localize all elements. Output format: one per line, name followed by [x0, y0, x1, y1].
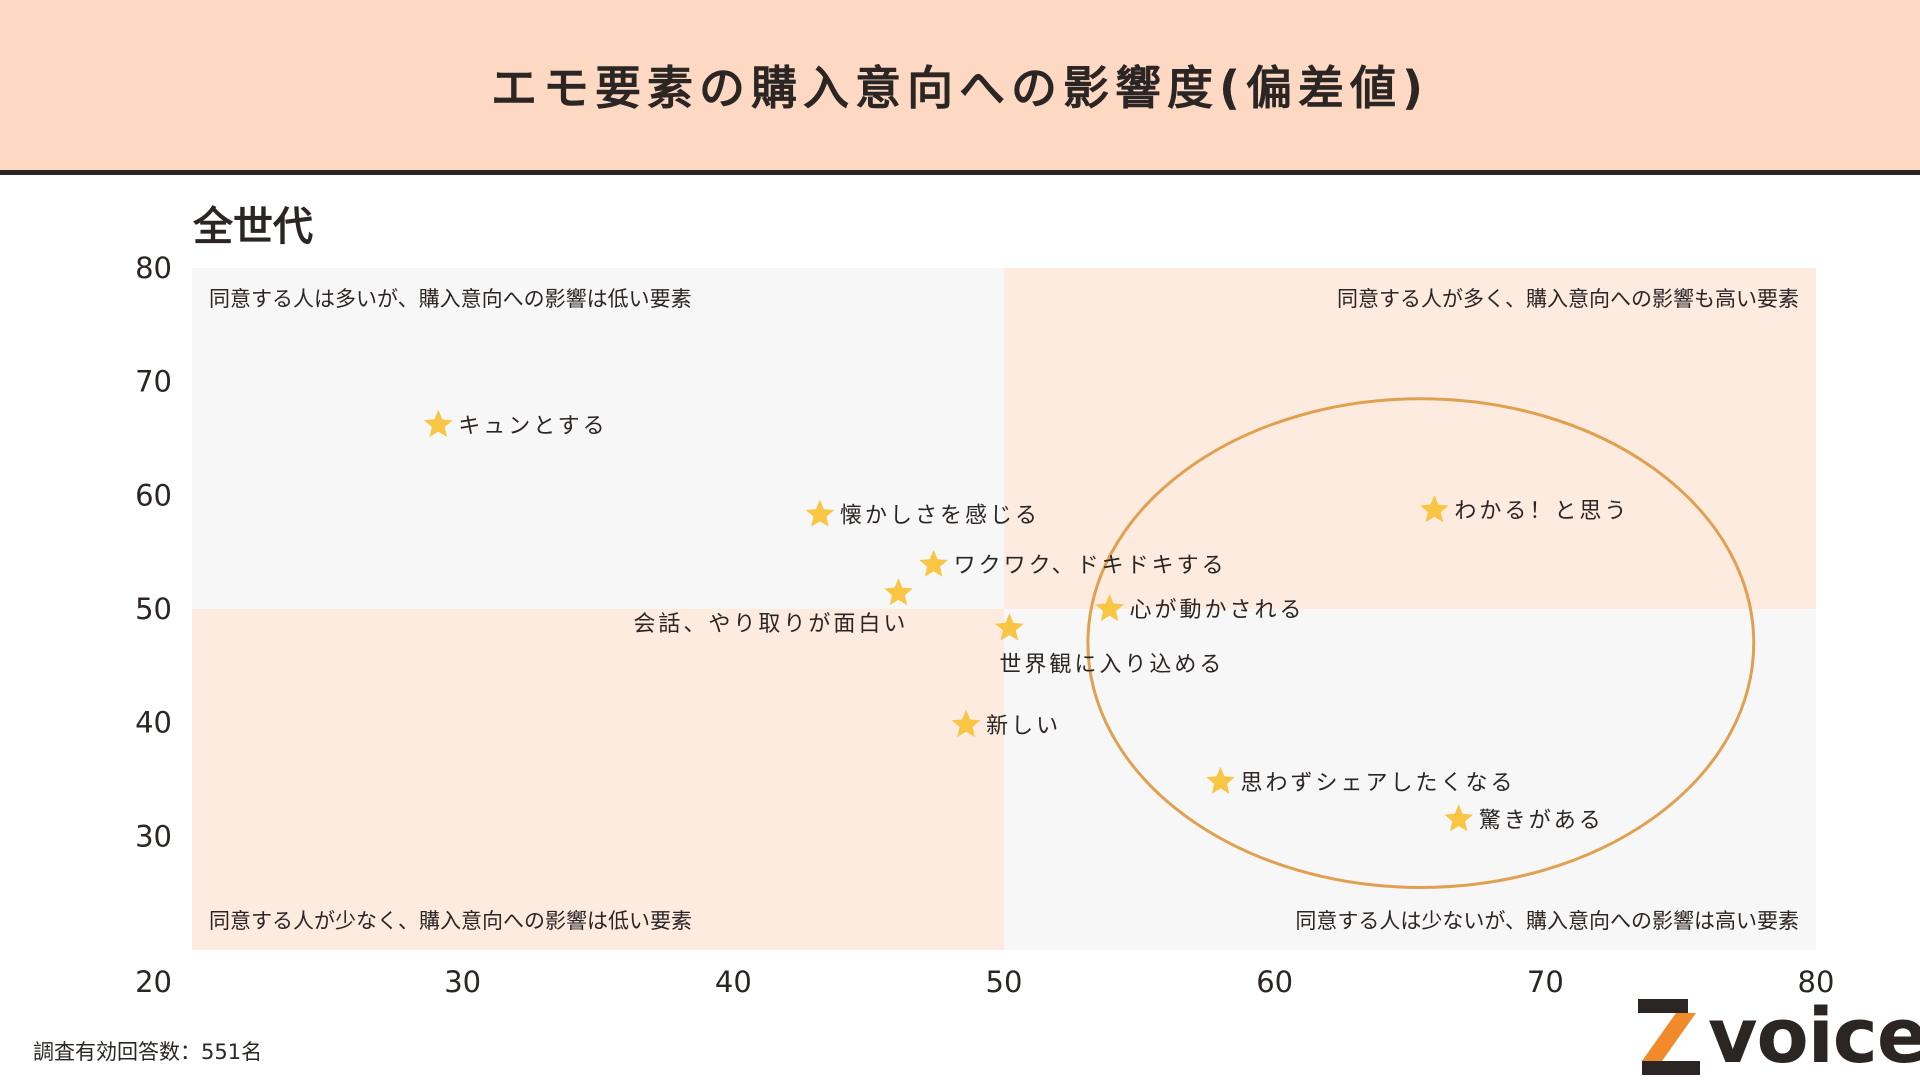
x-tick-label: 50 [986, 965, 1023, 999]
point-label: 懐かしさを感じる [840, 504, 1040, 529]
point-label: 世界観に入り込める [999, 652, 1224, 677]
highlight-ellipse [1086, 397, 1756, 889]
quadrant-label-top-right: 同意する人が多く、購入意向への影響も高い要素 [1337, 287, 1799, 311]
point-label: 思わずシェアしたくなる [1241, 771, 1516, 796]
page-title: エモ要素の購入意向への影響度(偏差値) [490, 61, 1430, 115]
star-icon [919, 549, 948, 577]
point-label: 驚きがある [1479, 808, 1604, 833]
star-icon [424, 409, 453, 437]
quadrant-bottom-right [1004, 609, 1816, 950]
star-icon [884, 578, 913, 606]
x-tick-label: 80 [1798, 965, 1835, 999]
y-tick-label: 70 [135, 365, 172, 399]
logo-text: voice [1708, 991, 1920, 1080]
y-tick-label: 80 [135, 251, 172, 285]
y-tick-label: 60 [135, 478, 172, 512]
quadrant-label-bottom-right: 同意する人は少ないが、購入意向への影響は高い要素 [1295, 909, 1799, 933]
x-tick-label: 70 [1527, 965, 1564, 999]
origin-tick-label: 20 [135, 965, 172, 999]
point-label: 会話、やり取りが面白い [633, 612, 908, 637]
y-tick-label: 40 [135, 706, 172, 740]
zvoice-logo: voice [1630, 991, 1920, 1080]
star-icon [1095, 594, 1124, 622]
star-icon [1206, 766, 1235, 794]
star-icon [1420, 495, 1449, 523]
x-tick-label: 40 [715, 965, 752, 999]
point-label: わかる！と思う [1454, 499, 1629, 524]
x-tick-label: 60 [1256, 965, 1293, 999]
z-mark-icon [1638, 999, 1700, 1075]
quadrant-top-left [192, 268, 1004, 609]
point-label: ワクワク、ドキドキする [954, 554, 1227, 579]
star-icon [995, 613, 1024, 641]
quadrant-bottom-left [192, 609, 1004, 950]
point-label: キュンとする [458, 414, 607, 439]
star-icon [1444, 804, 1473, 832]
point-label: 心が動かされる [1130, 598, 1305, 623]
header-banner: エモ要素の購入意向への影響度(偏差値) [0, 0, 1920, 175]
star-icon [951, 709, 981, 738]
y-tick-label: 30 [135, 819, 172, 853]
quadrant-label-bottom-left: 同意する人が少なく、購入意向への影響は低い要素 [209, 909, 692, 933]
y-tick-label: 50 [135, 592, 172, 626]
star-icon [805, 499, 835, 527]
point-label: 新しい [986, 714, 1061, 739]
sample-size-note: 調査有効回答数：551名 [33, 1040, 263, 1064]
quadrant-top-right [1004, 268, 1816, 609]
quadrant-label-top-left: 同意する人は多いが、購入意向への影響は低い要素 [209, 287, 692, 311]
x-tick-label: 30 [444, 965, 481, 999]
chart-subtitle: 全世代 [193, 204, 313, 250]
